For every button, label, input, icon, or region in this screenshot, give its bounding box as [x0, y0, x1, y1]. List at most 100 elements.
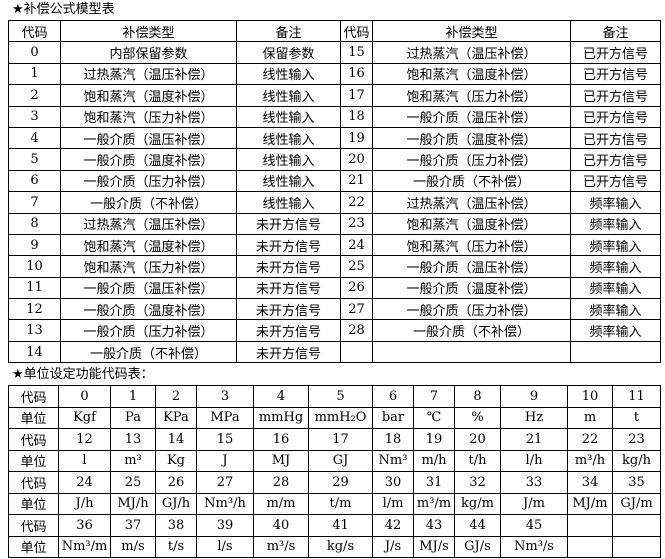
note-cell: 线性输入 [236, 126, 341, 150]
code-cell: 36 [58, 514, 111, 537]
code-cell: 30 [372, 471, 414, 494]
table-row: 14 一般介质（不补偿） 未开方信号 [8, 340, 661, 364]
unit-cell: t [612, 406, 661, 429]
note-cell: 已开方信号 [570, 41, 661, 64]
type-cell [372, 340, 571, 364]
table-row: 5 一般介质（温度补偿） 线性输入 20 一般介质（压力补偿） 已开方信号 [8, 148, 661, 171]
code-cell: 20 [454, 428, 501, 451]
code-cell: 1 [110, 385, 156, 408]
note-cell: 已开方信号 [570, 62, 661, 86]
code-cell: 12 [8, 298, 61, 321]
note-cell: 线性输入 [236, 169, 341, 193]
type-cell: 一般介质（不补偿） [60, 340, 237, 364]
code-cell: 6 [8, 169, 61, 193]
code-cell: 3 [196, 385, 254, 408]
unit-cell: m³/h [567, 449, 613, 472]
code-cell: 38 [155, 514, 197, 537]
unit-cell: J/m [500, 492, 568, 515]
unit-cell: t/h [454, 449, 501, 472]
unit-cell: m/s [110, 535, 156, 558]
code-row: 代码 36 37 38 39 40 41 42 43 44 45 [8, 514, 661, 537]
unit-cell: Nm³/m [58, 535, 111, 558]
type-cell: 一般介质（不补偿） [372, 169, 571, 193]
unit-cell: mmH₂O [308, 406, 373, 429]
note-cell: 线性输入 [236, 148, 341, 171]
unit-cell: Hz [500, 406, 568, 429]
unit-cell: m³/m [413, 492, 455, 515]
note-cell [570, 340, 661, 364]
code-cell: 26 [155, 471, 197, 494]
note-cell: 未开方信号 [236, 233, 341, 257]
note-cell: 频率输入 [570, 191, 661, 214]
code-cell: 7 [8, 191, 61, 214]
note-cell: 未开方信号 [236, 319, 341, 342]
unit-label: 单位 [8, 449, 59, 472]
code-cell: 10 [567, 385, 613, 408]
code-cell: 27 [340, 298, 373, 321]
type-cell: 过热蒸汽（温压补偿） [372, 191, 571, 214]
unit-cell: J/h [58, 492, 111, 515]
table-row: 12 一般介质（温度补偿） 未开方信号 27 一般介质（压力补偿） 频率输入 [8, 298, 661, 321]
unit-cell: m/h [413, 449, 455, 472]
type-cell: 饱和蒸汽（温度补偿） [372, 212, 571, 235]
note-cell: 线性输入 [236, 105, 341, 128]
unit-cell: Nm³/s [500, 535, 568, 558]
code-cell: 4 [8, 126, 61, 150]
code-cell: 16 [340, 62, 373, 86]
code-cell: 35 [612, 471, 661, 494]
type-cell: 一般介质（温压补偿） [60, 126, 237, 150]
column-header: 备注 [570, 19, 661, 43]
header-row: 代码 补偿类型 备注 代码 补偿类型 备注 [8, 19, 661, 43]
type-cell: 饱和蒸汽（温度补偿） [372, 62, 571, 86]
code-cell: 11 [612, 385, 661, 408]
model-table-title: ★补偿公式模型表 [12, 2, 115, 17]
note-cell: 未开方信号 [236, 255, 341, 278]
type-cell: 一般介质（压力补偿） [372, 298, 571, 321]
unit-row: 单位 l m³ Kg J MJ GJ Nm³ m/h t/h l/h m³/h kg/h [8, 449, 661, 472]
note-cell: 已开方信号 [570, 105, 661, 128]
unit-cell: Nm³ [372, 449, 414, 472]
code-cell [612, 514, 661, 537]
code-cell: 18 [372, 428, 414, 451]
code-cell: 34 [567, 471, 613, 494]
type-cell: 饱和蒸汽（压力补偿） [372, 233, 571, 257]
code-cell: 6 [372, 385, 414, 408]
unit-cell: mmHg [253, 406, 309, 429]
type-cell: 饱和蒸汽（压力补偿） [372, 84, 571, 107]
note-cell: 已开方信号 [570, 148, 661, 171]
code-cell: 12 [58, 428, 111, 451]
code-cell: 8 [454, 385, 501, 408]
code-cell: 17 [340, 84, 373, 107]
unit-row: 单位 Kgf Pa KPa MPa mmHg mmH₂O bar ℃% Hz m t [8, 406, 661, 429]
code-cell: 37 [110, 514, 156, 537]
type-cell: 内部保留参数 [60, 41, 237, 64]
code-cell: 13 [8, 319, 61, 342]
code-cell: 33 [500, 471, 568, 494]
unit-cell: J/s [372, 535, 414, 558]
type-cell: 一般介质（温度补偿） [60, 148, 237, 171]
unit-cell: GJ/h [155, 492, 197, 515]
code-cell: 39 [196, 514, 254, 537]
table-row: 10 饱和蒸汽（压力补偿） 未开方信号 25 一般介质（温压补偿） 频率输入 [8, 255, 661, 278]
type-cell: 一般介质（压力补偿） [60, 169, 237, 193]
code-label: 代码 [8, 514, 59, 537]
code-cell: 29 [308, 471, 373, 494]
code-cell: 22 [340, 191, 373, 214]
type-cell: 一般介质（温度补偿） [60, 298, 237, 321]
unit-cell: Kg [155, 449, 197, 472]
code-cell: 15 [340, 41, 373, 64]
column-header: 补偿类型 [60, 19, 237, 43]
type-cell: 一般介质（温压补偿） [372, 105, 571, 128]
note-cell: 已开方信号 [570, 169, 661, 193]
unit-cell: J [196, 449, 254, 472]
code-cell: 40 [253, 514, 309, 537]
code-cell: 22 [567, 428, 613, 451]
type-cell: 饱和蒸汽（温度补偿） [60, 84, 237, 107]
column-header: 补偿类型 [372, 19, 571, 43]
unit-cell: l/s [196, 535, 254, 558]
type-cell: 饱和蒸汽（压力补偿） [60, 105, 237, 128]
type-cell: 一般介质（不补偿） [60, 191, 237, 214]
unit-cell: t/m [308, 492, 373, 515]
type-cell: 一般介质（不补偿） [372, 319, 571, 342]
code-row: 代码 24 25 26 27 28 29 30 31 32 33 34 35 [8, 471, 661, 494]
